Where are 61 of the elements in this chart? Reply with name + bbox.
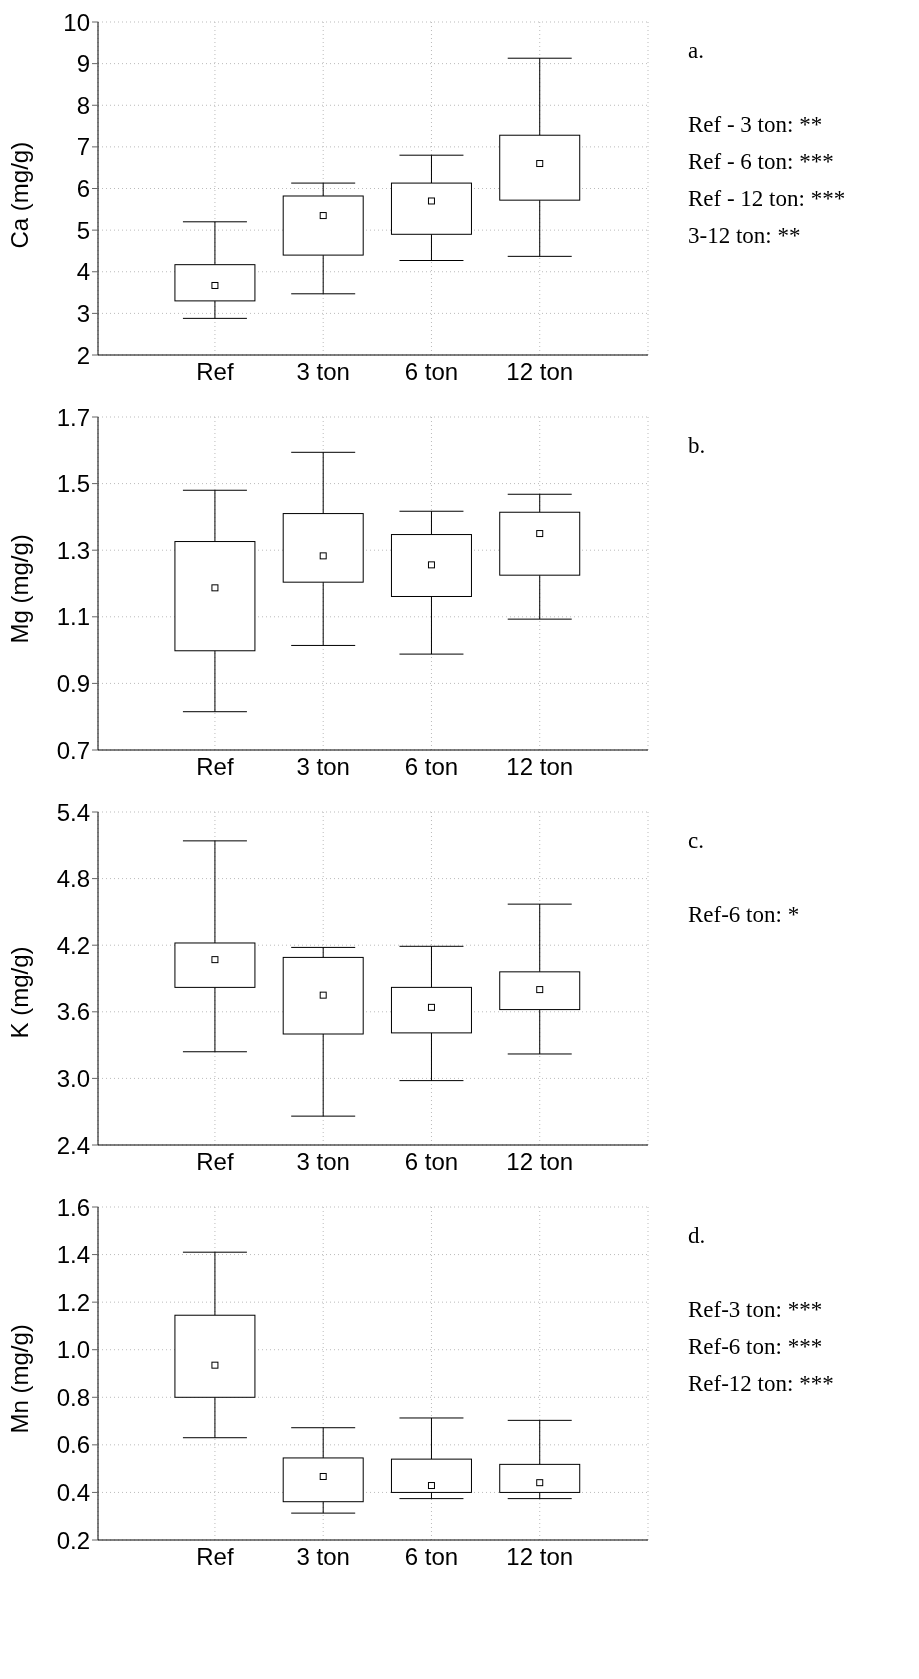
text: b.	[688, 432, 706, 460]
y-axis-title: Mg (mg/g)	[5, 534, 33, 644]
x-tick-label: 3 ton	[296, 358, 350, 386]
y-tick-label: 0.9	[56, 669, 90, 697]
text: d.	[688, 1222, 707, 1250]
y-tick-label: 6	[76, 175, 90, 203]
y-tick-label: 0.4	[56, 1478, 90, 1506]
y-tick-label: 5	[76, 216, 90, 244]
y-tick-label: 4.2	[56, 931, 90, 959]
text: Ref-12 ton: ***	[688, 1370, 834, 1398]
x-tick-label: 3 ton	[296, 1148, 350, 1176]
x-tick-label: 12 ton	[506, 753, 574, 781]
x-tick-label: 12 ton	[506, 358, 574, 386]
y-tick-label: 4.8	[56, 865, 90, 893]
x-tick-label: 3 ton	[296, 753, 350, 781]
text: Ref - 6 ton: ***	[688, 148, 835, 176]
x-tick-label: 6 ton	[404, 1148, 459, 1176]
text: Ref-6 ton: *	[688, 901, 800, 929]
x-tick-label: Ref	[196, 358, 234, 386]
text: c.	[688, 827, 705, 855]
y-tick-label: 0.2	[56, 1526, 90, 1554]
text: Ref-3 ton: ***	[688, 1296, 824, 1324]
y-tick-label: 9	[76, 50, 90, 78]
y-tick-label: 5.4	[56, 798, 90, 826]
y-tick-label: 1.3	[56, 536, 90, 564]
y-tick-label: 2	[76, 341, 90, 369]
y-tick-label: 2.4	[56, 1131, 90, 1159]
x-tick-label: 12 ton	[506, 1148, 574, 1176]
y-axis-title: K (mg/g)	[5, 946, 33, 1039]
y-tick-label: 0.8	[56, 1383, 90, 1411]
y-tick-label: 1.4	[56, 1241, 90, 1269]
text: Ref - 12 ton: ***	[688, 185, 846, 213]
text: Ref - 3 ton: **	[688, 111, 824, 139]
y-tick-label: 7	[76, 133, 90, 161]
y-tick-label: 0.6	[56, 1431, 90, 1459]
y-tick-label: 1.5	[56, 470, 90, 498]
y-tick-label: 3.0	[56, 1064, 90, 1092]
x-tick-label: 6 ton	[404, 753, 459, 781]
y-axis-title: Mn (mg/g)	[5, 1324, 33, 1434]
y-tick-label: 3.6	[56, 998, 90, 1026]
text: 3-12 ton: **	[688, 222, 802, 250]
y-tick-label: 3	[76, 299, 90, 327]
y-tick-label: 8	[76, 91, 90, 119]
y-axis-title: Ca (mg/g)	[5, 141, 33, 249]
x-tick-label: Ref	[196, 753, 234, 781]
y-tick-label: 0.7	[56, 736, 90, 764]
x-tick-label: 3 ton	[296, 1543, 350, 1571]
x-tick-label: 12 ton	[506, 1543, 574, 1571]
y-tick-label: 1.7	[56, 403, 90, 431]
y-tick-label: 10	[63, 8, 90, 36]
text: Ref-6 ton: ***	[688, 1333, 824, 1361]
y-tick-label: 1.1	[56, 603, 90, 631]
y-tick-label: 1.0	[56, 1336, 90, 1364]
x-tick-label: 6 ton	[404, 1543, 459, 1571]
y-tick-label: 4	[76, 258, 90, 286]
text: a.	[688, 37, 705, 65]
x-tick-label: 6 ton	[404, 358, 459, 386]
y-tick-label: 1.6	[56, 1193, 90, 1221]
x-tick-label: Ref	[196, 1148, 234, 1176]
y-tick-label: 1.2	[56, 1288, 90, 1316]
x-tick-label: Ref	[196, 1543, 234, 1571]
